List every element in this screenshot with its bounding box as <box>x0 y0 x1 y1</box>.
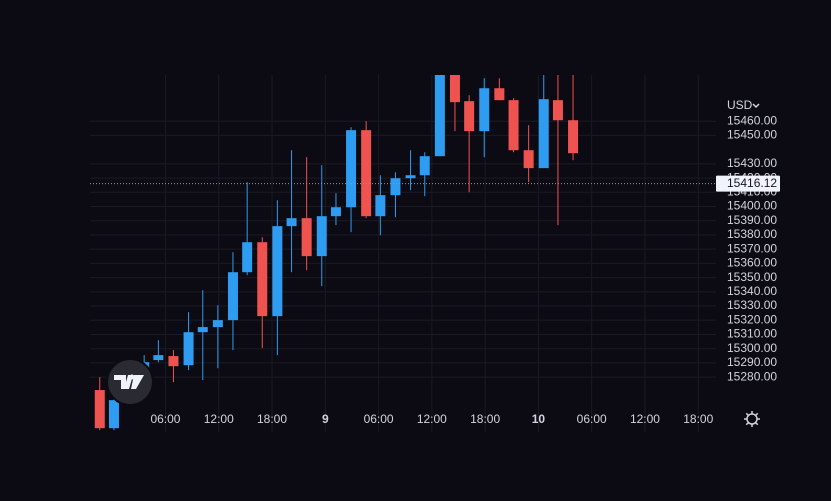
candle-body <box>168 356 179 367</box>
last-price-box <box>716 175 780 192</box>
logo[interactable] <box>106 358 154 406</box>
y-tick-label: 15430.00 <box>727 156 777 170</box>
last-price-label: 15416.12 <box>727 176 777 190</box>
candle-body <box>568 120 579 154</box>
candle-body <box>153 355 164 361</box>
y-tick-label: 15280.00 <box>727 369 777 383</box>
x-tick-label: 06:00 <box>577 412 607 426</box>
settings-icon[interactable] <box>744 411 760 427</box>
candle-body <box>434 75 445 157</box>
candle-body <box>227 272 238 321</box>
candle-body <box>390 178 401 196</box>
candle-body <box>286 218 297 227</box>
candle-body <box>479 88 490 132</box>
candle-body <box>197 327 208 333</box>
y-tick-label: 15380.00 <box>727 227 777 241</box>
plot-area <box>94 75 579 431</box>
x-tick-label: 18:00 <box>257 412 287 426</box>
axes: 15280.0015290.0015300.0015310.0015320.00… <box>90 113 780 426</box>
candle-body <box>508 100 519 151</box>
y-tick-label: 15370.00 <box>727 241 777 255</box>
y-tick-label: 15330.00 <box>727 298 777 312</box>
x-tick-label: 12:00 <box>204 412 234 426</box>
y-tick-label: 15300.00 <box>727 341 777 355</box>
candle-body <box>183 332 194 366</box>
candle-body <box>523 150 534 169</box>
candle-body <box>242 242 253 273</box>
x-tick-label: 12:00 <box>417 412 447 426</box>
candle-body <box>212 320 223 328</box>
y-tick-label: 15290.00 <box>727 355 777 369</box>
y-tick-label: 15320.00 <box>727 312 777 326</box>
y-tick-label: 15390.00 <box>727 213 777 227</box>
x-tick-label: 06:00 <box>150 412 180 426</box>
currency-label[interactable]: USD <box>727 98 753 112</box>
y-tick-label: 15340.00 <box>727 284 777 298</box>
candle-body <box>419 156 430 176</box>
x-tick-label: 06:00 <box>364 412 394 426</box>
currency-chevron[interactable] <box>752 103 760 109</box>
x-tick-label: 10 <box>532 412 546 426</box>
candle-body <box>272 226 283 317</box>
y-tick-label: 15400.00 <box>727 199 777 213</box>
x-tick-label: 9 <box>322 412 329 426</box>
y-tick-label: 15350.00 <box>727 270 777 284</box>
candle-body <box>361 130 372 217</box>
candle-body <box>552 100 563 121</box>
y-tick-label: 15450.00 <box>727 128 777 142</box>
candle-body <box>346 130 357 208</box>
candle-body <box>301 218 312 257</box>
candle-body <box>94 390 105 429</box>
candle-body <box>449 75 460 103</box>
y-tick-label: 15360.00 <box>727 256 777 270</box>
candle-body <box>375 195 386 217</box>
candle-body <box>464 101 475 132</box>
candle-body <box>257 242 268 317</box>
candle-body <box>330 207 341 217</box>
candle-body <box>538 99 549 169</box>
x-tick-label: 18:00 <box>470 412 500 426</box>
candle-body <box>316 216 327 257</box>
y-tick-label: 15310.00 <box>727 327 777 341</box>
x-tick-label: 12:00 <box>630 412 660 426</box>
x-tick-label: 18:00 <box>683 412 713 426</box>
y-tick-label: 15460.00 <box>727 113 777 127</box>
candle-body <box>494 88 505 101</box>
candle-body <box>108 400 119 429</box>
candle-body <box>405 175 416 179</box>
